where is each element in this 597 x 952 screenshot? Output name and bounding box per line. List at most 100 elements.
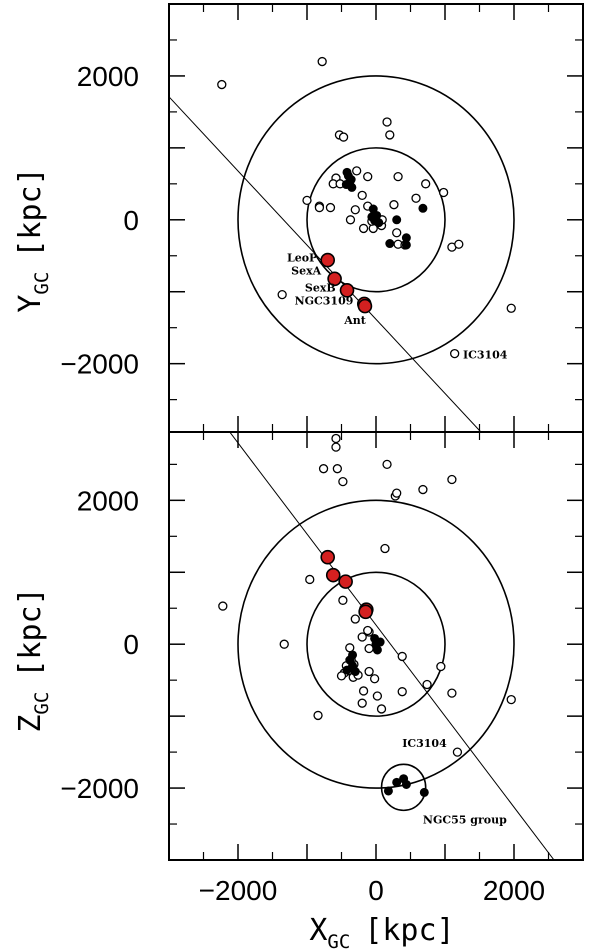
top-open-point-22: [389, 200, 399, 210]
bottom-open-point-13: [350, 614, 360, 624]
bottom-open-point-31: [422, 679, 432, 690]
bottom-annotation-1: NGC55 group: [423, 813, 507, 826]
bottom-open-point-35: [313, 710, 323, 721]
top-open-point-25: [421, 179, 431, 189]
bottom-open-point-15: [357, 632, 367, 642]
top-open-point-35: [345, 215, 356, 225]
top-open-point-16: [358, 223, 369, 234]
top-annotation-3: NGC3109: [295, 295, 354, 308]
bottom-filled-point-3: [342, 665, 352, 675]
bottom-open-point-24: [369, 674, 380, 684]
bottom-open-point-32: [436, 661, 446, 672]
bottom-ytick-label-0: 2000: [77, 485, 139, 516]
top-open-point-0: [217, 79, 227, 90]
bottom-filled-point-2: [350, 667, 360, 677]
top-open-point-33: [325, 202, 336, 213]
bottom-filled-point-11: [401, 779, 411, 789]
bottom-filled-point-13: [419, 787, 429, 797]
top-annotation-5: IC3104: [463, 349, 508, 362]
top-open-point-1: [317, 56, 327, 67]
bottom-open-point-39: [397, 651, 407, 662]
bottom-annotation-0: IC3104: [402, 737, 447, 750]
top-open-point-4: [382, 117, 392, 127]
top-filled-point-15: [418, 203, 428, 213]
bottom-xtick-label-2: 2000: [483, 875, 545, 906]
bottom-open-point-23: [364, 666, 374, 677]
bottom-panel-ticks: 2000 0 −2000 −2000 0 2000: [60, 432, 583, 906]
bottom-open-point-12: [338, 595, 348, 605]
bottom-open-point-33: [447, 688, 457, 698]
bottom-open-point-43: [452, 747, 463, 757]
x-axis-title: XGC [kpc]: [309, 913, 454, 952]
top-ring-0: [306, 147, 446, 293]
top-filled-point-10: [374, 218, 384, 228]
bottom-filled-point-12: [383, 786, 393, 796]
top-open-point-26: [438, 187, 449, 198]
bottom-open-point-9: [447, 474, 457, 485]
bottom-open-point-20: [336, 671, 347, 681]
bottom-open-point-27: [372, 691, 383, 701]
top-open-point-28: [454, 239, 464, 249]
bottom-xtick-label-1: 0: [368, 875, 384, 906]
bottom-open-point-26: [358, 686, 369, 696]
bottom-highlighted-point-0: [320, 549, 336, 565]
bottom-open-point-37: [279, 639, 289, 649]
top-highlighted-point-1: [327, 271, 342, 287]
bottom-open-point-38: [363, 625, 373, 636]
top-highlighted-point-0: [320, 252, 336, 268]
bottom-fit-line: [229, 432, 555, 860]
top-open-point-19: [392, 228, 402, 238]
bottom-filled-point-9: [392, 777, 402, 787]
top-open-point-30: [506, 303, 516, 313]
top-open-point-3: [338, 132, 349, 142]
top-open-point-29: [277, 289, 287, 300]
bottom-ring-2: [380, 763, 427, 812]
bottom-open-point-29: [376, 704, 387, 714]
top-annotation-4: Ant: [343, 314, 367, 327]
bottom-open-point-8: [418, 484, 428, 495]
bottom-open-point-28: [357, 698, 367, 708]
top-highlighted-point-2: [339, 282, 355, 298]
top-filled-point-11: [392, 215, 402, 225]
bottom-open-point-1: [331, 442, 341, 452]
bottom-open-point-34: [506, 694, 516, 705]
bottom-plot-area: [218, 432, 555, 860]
top-filled-point-13: [401, 240, 411, 250]
top-annotation-2: SexB: [305, 282, 336, 295]
top-open-point-13: [357, 190, 367, 200]
bottom-panel-marks: IC3104 NGC55 group: [218, 432, 555, 860]
bottom-ring-1: [237, 499, 515, 789]
bottom-panel: IC3104 NGC55 group 2000 0 −2000 −2000 0 2000 Z…: [13, 431, 584, 952]
top-annotation-1: SexA: [291, 264, 322, 277]
top-open-point-32: [314, 202, 325, 213]
bottom-open-point-0: [331, 433, 341, 444]
bottom-ytick-label-2: −2000: [60, 773, 139, 804]
bottom-highlighted-point-4: [358, 604, 373, 620]
top-filled-point-14: [385, 239, 395, 249]
top-open-point-6: [302, 195, 312, 206]
bottom-open-point-7: [392, 488, 402, 498]
bottom-open-point-11: [305, 574, 315, 585]
bottom-xtick-label-0: −2000: [199, 875, 278, 906]
bottom-highlighted-point-1: [325, 567, 341, 583]
top-ring-1: [237, 75, 515, 365]
top-annotation-0: LeoP: [287, 252, 317, 265]
top-open-point-31: [450, 348, 460, 359]
top-plot-area: [169, 56, 516, 432]
top-ytick-label-0: 2000: [77, 61, 139, 92]
bottom-open-point-4: [338, 476, 348, 487]
top-panel-ticks: 2000 0 −2000: [60, 4, 583, 432]
top-open-point-12: [363, 171, 373, 182]
top-ytick-label-2: −2000: [60, 349, 139, 380]
bottom-open-point-5: [382, 459, 392, 470]
bottom-highlighted-point-2: [338, 574, 353, 589]
bottom-open-point-3: [332, 464, 343, 474]
bottom-filled-point-7: [375, 637, 385, 647]
top-open-point-15: [350, 205, 360, 215]
bottom-open-point-25: [364, 643, 374, 654]
top-filled-point-9: [368, 204, 378, 214]
bottom-filled-point-4: [348, 650, 358, 660]
top-open-point-24: [411, 193, 421, 203]
